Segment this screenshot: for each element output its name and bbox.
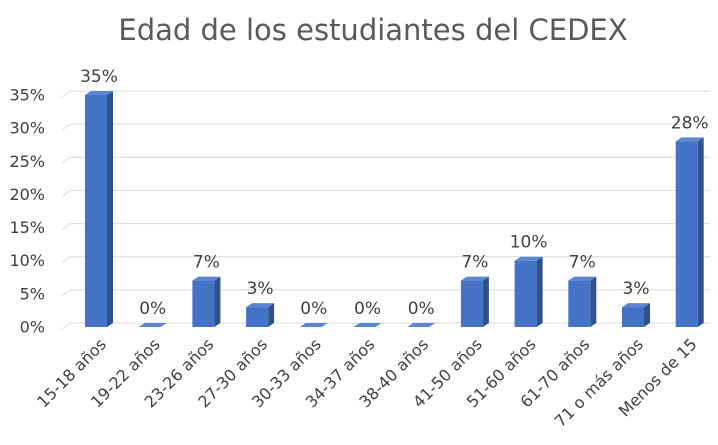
grid-line-depth (61, 322, 71, 330)
data-label: 35% (80, 67, 118, 87)
y-tick-label: 30% (9, 119, 45, 138)
data-label: 0% (300, 299, 327, 319)
bar-side (644, 303, 650, 327)
data-label: 0% (408, 299, 435, 319)
bar-side (268, 303, 275, 327)
bar-side (697, 137, 704, 327)
y-tick-label: 10% (9, 251, 45, 270)
bar-top (192, 276, 221, 281)
data-label: 7% (193, 253, 220, 273)
y-tick-label: 25% (9, 152, 45, 171)
bar-side (482, 276, 489, 327)
grid-line-depth (61, 289, 71, 297)
y-tick-label: 5% (20, 284, 45, 303)
bar-top (568, 276, 597, 281)
bar-top (407, 323, 436, 327)
grid-line-depth (61, 256, 71, 264)
y-tick-label: 20% (9, 185, 45, 204)
y-tick-label: 35% (9, 86, 45, 105)
data-label: 7% (569, 253, 596, 273)
grid-line-depth (61, 190, 71, 197)
grid-line-depth (61, 223, 71, 230)
data-label: 0% (354, 299, 381, 319)
y-tick-label: 0% (20, 318, 45, 337)
bar-top (246, 303, 275, 308)
grid-line-depth (61, 123, 71, 131)
data-label: 3% (247, 279, 274, 299)
bar (460, 280, 483, 327)
data-label: 7% (461, 253, 488, 273)
bar-side (107, 91, 113, 327)
bar-side (214, 276, 221, 327)
bar-top (675, 137, 704, 142)
grid-line-depth (61, 156, 71, 164)
grid-line-depth (61, 90, 71, 98)
bar-top (299, 323, 328, 327)
bar-top (138, 323, 167, 327)
chart-title: Edad de los estudiantes del CEDEX (118, 13, 627, 47)
bar (246, 307, 269, 327)
y-tick-label: 15% (9, 218, 45, 237)
data-label: 0% (139, 299, 166, 319)
bar (675, 141, 698, 327)
bar (622, 307, 644, 327)
bar-top (622, 303, 650, 308)
bar-top (85, 91, 113, 95)
bar-top (514, 256, 543, 261)
bar-side (590, 276, 597, 327)
bar-side (536, 256, 543, 327)
bar-top (460, 276, 489, 281)
bar-top (353, 323, 382, 327)
bar (568, 280, 591, 327)
bar (85, 95, 107, 327)
data-label: 10% (510, 233, 548, 253)
bar (192, 280, 215, 327)
data-label: 3% (623, 279, 650, 299)
bar (514, 260, 537, 327)
data-label: 28% (671, 113, 709, 133)
